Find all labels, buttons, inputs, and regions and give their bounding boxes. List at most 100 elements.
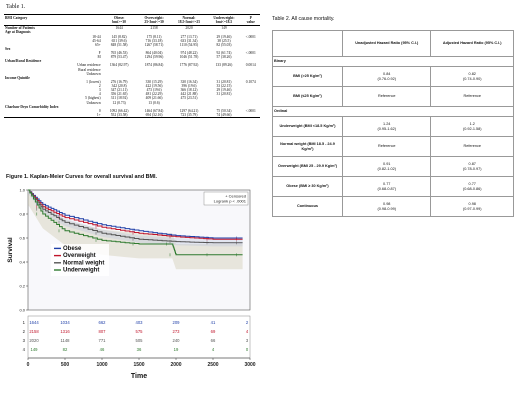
legend-label: Obese — [63, 246, 82, 252]
table1-header-cell: Overweight: 25<bmi<=30 — [136, 13, 172, 27]
table1-cell: 1644 — [115, 26, 123, 31]
table2-cell: 1.24 (0.95-1.62) — [341, 116, 432, 137]
hazard-ratio-value: Reference — [377, 94, 396, 99]
table2-cell: 0.98 (0.97-0.99) — [430, 196, 514, 217]
confidence-interval: (0.98-0.99) — [377, 206, 397, 211]
table1-cell: 1297 (64.21) — [179, 108, 199, 113]
x-tick-label: 1000 — [96, 362, 107, 368]
y-tick-label: 0.0 — [19, 308, 25, 313]
normal-confidence-band — [28, 190, 243, 247]
table1-cell: 552 (33.58) — [101, 112, 137, 118]
table1-row-sublabel: M — [97, 55, 101, 60]
table1-cell: 2020 — [185, 26, 193, 31]
censor-legend-text: + Censored — [225, 194, 246, 199]
table1-row-sublabel: 0 — [98, 108, 101, 113]
table1-cell: 633 (31.34) — [180, 38, 198, 43]
table1-cell: 848 (51.58) — [110, 42, 128, 47]
table1-row-label: Age at Diagnosis — [5, 30, 31, 35]
y-tick-label: 0.6 — [19, 236, 25, 241]
x-tick-label: 3000 — [244, 362, 255, 368]
table1-cell: 92 (61.74) — [216, 51, 232, 55]
hazard-ratio-value: 1.2 — [469, 121, 475, 126]
confidence-interval: (0.92-1.58) — [462, 126, 482, 131]
table2-row-label: Normal weight (BMI 18.5 - 24.9 Kg/m²) — [272, 136, 343, 157]
table1-cell: 342 (20.8) — [111, 84, 127, 88]
censor-legend-box — [203, 191, 249, 206]
table1-cell: 1874 (86.84) — [144, 63, 164, 68]
confidence-interval: (0.76-0.92) — [377, 76, 397, 81]
table1-row-sublabel: 65+ — [95, 42, 101, 47]
table1-row: Number of Patients 1644 2158 2020 149 — [4, 26, 260, 31]
table2-row: Normal weight (BMI 18.5 - 24.9 Kg/m²) Ref… — [272, 136, 514, 157]
table2-header-row: Unadjusted Hazard Ratio (95% C.I.) Adjust… — [272, 30, 514, 57]
table1-demographics: BMI Category Obese: bmi>=30 Overweight: 25<b… — [4, 13, 260, 118]
hazard-ratio-value: 0.91 — [383, 161, 391, 166]
table2-row: Overweight (BMI 25 - 29.9 Kg/m²) 0.91 (0.8… — [272, 156, 514, 177]
risk-table-value: 4 — [246, 329, 249, 334]
table1-header-cell: BMI Category — [4, 13, 102, 27]
risk-table-row-id: 4 — [23, 347, 26, 352]
x-tick-label: 2500 — [207, 362, 218, 368]
table1-row-label — [4, 112, 66, 118]
table2-cell: 0.84 (0.76-0.92) — [341, 66, 432, 87]
risk-table-value: 149 — [31, 347, 39, 352]
table2-row-label: Continuous — [272, 196, 343, 217]
table2-cell: 0.77 (0.68-0.87) — [341, 176, 432, 197]
table1-cell: 723 (35.79) — [171, 112, 207, 118]
table1-cell: 133 (89.26) — [215, 63, 233, 68]
risk-table-value: 0 — [246, 347, 249, 352]
table1-cell: 1294 (59.96) — [144, 55, 164, 60]
confidence-interval: (0.68-0.87) — [377, 186, 397, 191]
table1-cell: 311 (18.92) — [110, 96, 128, 101]
hazard-ratio-value: 0.87 — [468, 161, 476, 166]
risk-table-value: 82 — [63, 347, 68, 352]
y-tick-label: 0.2 — [19, 284, 25, 289]
x-tick-label: 0 — [27, 362, 30, 368]
table1-cell: 651 (39.6) — [111, 38, 127, 43]
hazard-ratio-value: 0.77 — [383, 181, 391, 186]
km-curve-normal-weight — [28, 189, 243, 244]
hazard-ratio-value: 0.84 — [383, 71, 391, 76]
table1-row-label: Charlson-Deyo Comorbidity Index — [5, 104, 59, 109]
risk-table-value: 807 — [99, 329, 107, 334]
km-curve-underweight — [28, 189, 243, 256]
table2-caption: Table 2. All cause mortality. — [272, 16, 335, 22]
table2-cell: 0.98 (0.98-0.99) — [341, 196, 432, 217]
table2-cell: Reference — [341, 136, 432, 157]
risk-table-value: 19 — [174, 347, 179, 352]
table1-cell: 694 (32.16) — [136, 112, 172, 118]
table1-cell: 13 (0.6) — [148, 100, 160, 105]
hazard-ratio-value: 0.82 — [468, 71, 476, 76]
table1-cell: 1364 (82.97) — [109, 63, 129, 68]
table1-cell: 330 (15.29) — [145, 79, 163, 84]
risk-table-value: 662 — [99, 320, 107, 325]
hazard-ratio-value: Reference — [377, 144, 396, 149]
km-curve-obese — [28, 189, 243, 239]
table1-caption: Table 1. — [6, 4, 26, 10]
table1-row-sublabel: 45-64 — [92, 38, 101, 43]
table2-group-label: Binary — [272, 56, 514, 67]
confidence-interval: (0.78-0.97) — [462, 166, 482, 171]
table1-row: 1+ 552 (33.58) 694 (32.16) 723 (35.79) 74 (4… — [4, 112, 260, 118]
hazard-ratio-value: 1.24 — [383, 121, 391, 126]
table1-header-cell: Obese: bmi>=30 — [101, 13, 137, 27]
table2-cell: 0.77 (0.68-0.86) — [430, 176, 514, 197]
confidence-interval: (0.74-0.90) — [462, 76, 482, 81]
table1-row: 65+ 848 (51.58) 1267 (58.71) 1110 (54.95) 82… — [4, 43, 260, 47]
table1-cell: 1110 (54.95) — [179, 42, 199, 47]
risk-table-value: 41 — [211, 320, 216, 325]
table1-row: Income Quintile — [4, 76, 260, 80]
table1-cell: 716 (33.18) — [145, 38, 163, 43]
risk-table-value: 46 — [100, 347, 105, 352]
table1-row: 3 347 (21.11) 473 (19.6) 366 (18.12) 29 (19.… — [4, 88, 260, 92]
table1-row-label: Urban/Rural Residence — [5, 59, 42, 64]
table1-cell: 57 (38.26) — [216, 55, 232, 60]
table1-row: Charlson-Deyo Comorbidity Index — [4, 105, 260, 109]
hazard-ratio-value: 0.98 — [468, 201, 476, 206]
table1-cell: 366 (18.12) — [180, 88, 198, 93]
table1-row: Unknown 12 (0.73) 13 (0.6) — [4, 101, 260, 105]
risk-table-value: 771 — [99, 338, 107, 343]
confidence-interval: (0.82-1.02) — [377, 166, 397, 171]
